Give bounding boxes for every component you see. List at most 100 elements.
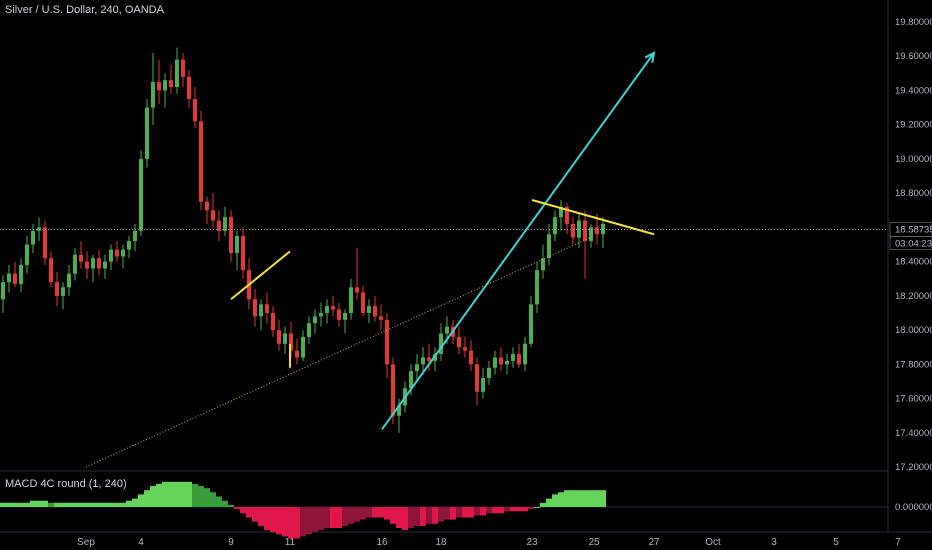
price-tick-label: 18.00000 bbox=[895, 325, 932, 336]
candle-body bbox=[241, 235, 245, 271]
macd-bar bbox=[132, 498, 138, 507]
price-tick-label: 19.00000 bbox=[895, 154, 932, 165]
macd-bar bbox=[150, 486, 156, 507]
candle-body bbox=[229, 217, 233, 254]
candle-body bbox=[253, 299, 257, 317]
candle-body bbox=[121, 249, 125, 257]
macd-bar bbox=[174, 481, 180, 507]
candle-body bbox=[511, 354, 515, 361]
macd-bar bbox=[0, 502, 6, 507]
macd-bar bbox=[282, 507, 288, 537]
macd-bar bbox=[108, 502, 114, 507]
time-tick-label: 27 bbox=[648, 537, 660, 548]
candle-body bbox=[73, 254, 77, 274]
macd-bar bbox=[288, 507, 294, 539]
macd-bar bbox=[378, 507, 384, 518]
candle-body bbox=[301, 336, 305, 358]
macd-bar bbox=[426, 507, 432, 524]
candle-body bbox=[271, 312, 275, 331]
macd-bar bbox=[114, 502, 120, 507]
time-tick-label: 11 bbox=[285, 537, 296, 548]
macd-bar bbox=[168, 481, 174, 507]
candle-body bbox=[571, 223, 575, 238]
candle-body bbox=[31, 230, 35, 245]
candle-body bbox=[355, 287, 359, 293]
candle-body bbox=[523, 343, 527, 365]
candle-body bbox=[187, 76, 191, 100]
macd-bar bbox=[96, 502, 102, 507]
macd-bar bbox=[492, 507, 498, 514]
chart-grid bbox=[0, 0, 932, 533]
candle-body bbox=[265, 304, 269, 313]
macd-bar bbox=[402, 507, 408, 531]
candle-body bbox=[475, 364, 479, 392]
macd-bar bbox=[474, 507, 480, 516]
macd-bar bbox=[294, 507, 300, 539]
macd-bar bbox=[252, 507, 258, 522]
macd-bar bbox=[438, 507, 444, 522]
candle-body bbox=[463, 347, 467, 351]
macd-bar bbox=[558, 492, 564, 507]
price-tick-label: 18.80000 bbox=[895, 188, 932, 199]
macd-bar bbox=[72, 502, 78, 507]
candle-body bbox=[139, 158, 143, 231]
candle-body bbox=[115, 249, 119, 257]
time-tick-label: 16 bbox=[376, 537, 388, 548]
candle-body bbox=[349, 287, 353, 313]
price-tick-label: 17.40000 bbox=[895, 428, 932, 439]
macd-bar bbox=[258, 507, 264, 526]
candle-body bbox=[283, 333, 287, 344]
candle-body bbox=[445, 326, 449, 334]
macd-panel bbox=[0, 481, 888, 539]
candle-body bbox=[319, 312, 323, 317]
current-price-label: 18.58735 bbox=[895, 225, 932, 236]
macd-bar bbox=[528, 507, 534, 510]
macd-bar bbox=[222, 500, 228, 507]
macd-bar bbox=[48, 502, 54, 507]
macd-bar bbox=[552, 494, 558, 507]
candle-body bbox=[391, 364, 395, 416]
candle-body bbox=[409, 371, 413, 389]
candle-body bbox=[325, 306, 329, 313]
macd-bar bbox=[486, 507, 492, 514]
price-tick-label: 18.40000 bbox=[895, 257, 932, 268]
candle-body bbox=[289, 333, 293, 351]
macd-bar bbox=[126, 500, 132, 507]
macd-bar bbox=[450, 507, 456, 520]
macd-bar bbox=[84, 502, 90, 507]
macd-bar bbox=[456, 507, 462, 518]
macd-bar bbox=[162, 481, 168, 507]
macd-bar bbox=[318, 507, 324, 531]
candle-body bbox=[541, 258, 545, 271]
macd-bar bbox=[210, 492, 216, 507]
trendline-cyan bbox=[381, 52, 655, 430]
candle-body bbox=[97, 258, 101, 269]
macd-bar bbox=[90, 502, 96, 507]
macd-bar bbox=[6, 502, 12, 507]
candle-body bbox=[79, 254, 83, 262]
candle-body bbox=[595, 227, 599, 235]
macd-bar bbox=[30, 500, 36, 507]
candle-body bbox=[397, 405, 401, 416]
time-tick-label: 23 bbox=[526, 537, 538, 548]
candle-body bbox=[469, 350, 473, 365]
macd-label: MACD 4C round (1, 240) bbox=[5, 478, 127, 490]
candles-group bbox=[0, 47, 888, 433]
macd-bar bbox=[462, 507, 468, 518]
trendline-arrowhead bbox=[644, 50, 656, 63]
candle-body bbox=[157, 81, 161, 91]
trendline-yellow bbox=[230, 250, 291, 301]
macd-bar bbox=[570, 490, 576, 507]
macd-bar bbox=[408, 507, 414, 528]
macd-bar bbox=[36, 500, 42, 507]
countdown-label: 03:04:23 bbox=[895, 239, 932, 250]
macd-bar bbox=[42, 500, 48, 507]
price-tick-label: 17.20000 bbox=[895, 462, 932, 473]
candle-body bbox=[151, 81, 155, 108]
candle-body bbox=[217, 220, 221, 231]
macd-bar bbox=[420, 507, 426, 526]
macd-bar bbox=[468, 507, 474, 518]
candle-body bbox=[529, 304, 533, 344]
macd-bar bbox=[324, 507, 330, 528]
